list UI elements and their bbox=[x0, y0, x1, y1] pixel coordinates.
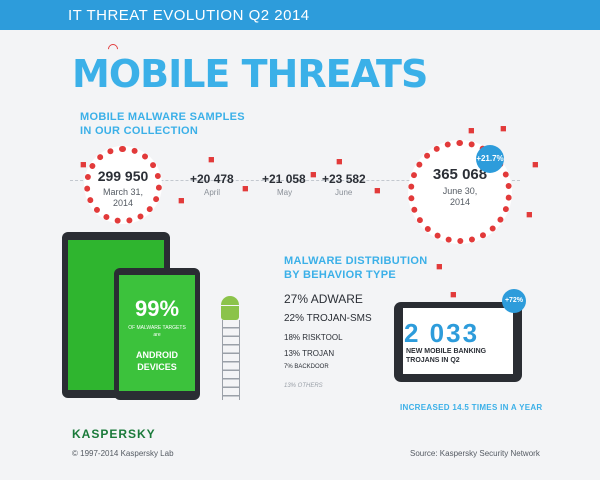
copyright: © 1997-2014 Kaspersky Lab bbox=[72, 449, 174, 458]
invader-icon: ■ bbox=[526, 209, 533, 221]
samples-title-line1: MOBILE MALWARE SAMPLES bbox=[80, 111, 245, 123]
distribution-item: 13% OTHERS bbox=[284, 383, 323, 389]
banking-increase-note: INCREASED 14.5 TIMES IN A YEAR bbox=[400, 403, 543, 412]
invader-icon: ■ bbox=[436, 261, 443, 273]
increment-may: +21 058 bbox=[262, 172, 306, 186]
month-april: April bbox=[204, 188, 221, 197]
start-count: 299 950 bbox=[97, 168, 149, 184]
invader-icon: ■ bbox=[336, 156, 343, 168]
start-date: March 31, 2014 bbox=[86, 187, 160, 209]
distribution-title-line2: BY BEHAVIOR TYPE bbox=[284, 269, 396, 281]
banking-caption-line2: TROJANS IN Q2 bbox=[406, 357, 460, 364]
invader-icon: ■ bbox=[242, 183, 249, 195]
ladder-icon bbox=[222, 320, 240, 400]
increment-april: +20 478 bbox=[190, 172, 234, 186]
invader-icon: ■ bbox=[374, 185, 381, 197]
distribution-title: MALWARE DISTRIBUTION BY BEHAVIOR TYPE bbox=[284, 254, 428, 282]
distribution-title-line1: MALWARE DISTRIBUTION bbox=[284, 255, 428, 267]
invader-icon: ■ bbox=[500, 123, 507, 135]
samples-title: MOBILE MALWARE SAMPLES IN OUR COLLECTION bbox=[80, 110, 245, 138]
banking-trojan-count: 2 033 bbox=[404, 318, 480, 348]
phone-screen bbox=[403, 308, 513, 374]
samples-title-line2: IN OUR COLLECTION bbox=[80, 125, 199, 137]
android-percent: 99% bbox=[134, 296, 180, 321]
growth-badge: +21.7% bbox=[476, 145, 504, 173]
invader-icon: ■ bbox=[208, 154, 215, 166]
android-devices-line1: ANDROID bbox=[136, 350, 178, 360]
banking-caption-line1: NEW MOBILE BANKING bbox=[406, 348, 487, 355]
robot-head bbox=[221, 296, 239, 305]
start-date-line2: 2014 bbox=[112, 198, 134, 208]
invader-icon: ■ bbox=[468, 125, 475, 137]
month-may: May bbox=[277, 188, 293, 197]
invader-icon: ■ bbox=[450, 289, 457, 301]
android-devices: ANDROID DEVICES bbox=[116, 349, 198, 373]
start-date-line1: March 31, bbox=[102, 187, 144, 197]
tablet-screen bbox=[119, 275, 195, 391]
android-devices-line2: DEVICES bbox=[137, 362, 177, 372]
android-caption-line2: are bbox=[153, 332, 161, 338]
top-banner: IT THREAT EVOLUTION Q2 2014 bbox=[0, 0, 600, 30]
android-robot-icon bbox=[219, 296, 241, 324]
end-date: June 30, 2014 bbox=[412, 186, 508, 208]
increment-june: +23 582 bbox=[322, 172, 366, 186]
robot-body bbox=[221, 306, 239, 320]
distribution-item: 13% TROJAN bbox=[284, 349, 335, 358]
banking-growth-badge: +72% bbox=[502, 289, 526, 313]
timeline bbox=[70, 180, 520, 181]
end-date-line1: June 30, bbox=[442, 186, 478, 196]
kaspersky-logo: KASPERSKY bbox=[72, 427, 156, 441]
start-count-ring bbox=[84, 146, 162, 224]
distribution-item: 7% BACKDOOR bbox=[284, 364, 329, 370]
phone-icon bbox=[394, 302, 522, 382]
distribution-item: 27% ADWARE bbox=[284, 292, 363, 306]
banner-title: IT THREAT EVOLUTION Q2 2014 bbox=[68, 7, 310, 24]
invader-icon: ■ bbox=[532, 159, 539, 171]
month-june: June bbox=[335, 188, 353, 197]
banking-caption: NEW MOBILE BANKING TROJANS IN Q2 bbox=[406, 347, 506, 365]
android-caption-line1: OF MALWARE TARGETS bbox=[128, 325, 186, 331]
distribution-item: 22% TROJAN-SMS bbox=[284, 313, 372, 324]
android-caption: OF MALWARE TARGETS are bbox=[116, 325, 198, 339]
headline: MOBILE THREATS bbox=[72, 52, 428, 96]
tablet-icon bbox=[114, 268, 200, 400]
invader-icon: ■ bbox=[310, 169, 317, 181]
end-count: 365 068 bbox=[432, 166, 488, 183]
end-date-line2: 2014 bbox=[449, 197, 471, 207]
invader-icon: ■ bbox=[80, 159, 87, 171]
invader-icon: ■ bbox=[178, 195, 185, 207]
source-note: Source: Kaspersky Security Network bbox=[410, 449, 540, 458]
distribution-item: 18% RISKTOOL bbox=[284, 333, 343, 342]
